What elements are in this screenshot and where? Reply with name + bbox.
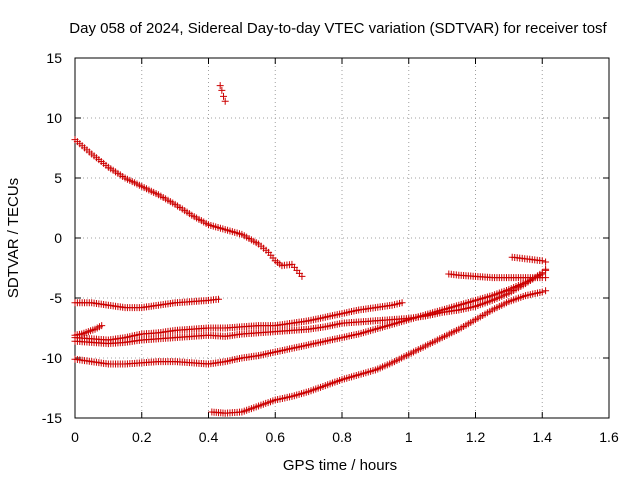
y-tick-label: 15 — [46, 50, 62, 66]
data-point — [542, 266, 550, 274]
data-point — [220, 92, 228, 100]
axis-ticks — [74, 57, 610, 419]
data-point — [98, 322, 106, 330]
x-tick-label: 1.6 — [599, 429, 619, 445]
x-tick-label: 1 — [405, 429, 413, 445]
data-point — [216, 82, 224, 90]
series-arc-9 — [445, 270, 550, 282]
y-axis-label: SDTVAR / TECUs — [5, 178, 22, 298]
series-arc-8 — [208, 287, 550, 417]
x-tick-label: 0.8 — [332, 429, 352, 445]
data-point — [398, 299, 406, 307]
x-tick-label: 0.4 — [199, 429, 219, 445]
series-arc-10 — [508, 253, 550, 266]
y-tick-label: 5 — [54, 170, 62, 186]
series-arc-4 — [71, 322, 106, 339]
data-point — [215, 295, 223, 303]
y-tick-label: 10 — [46, 110, 62, 126]
y-tick-labels: -15 -10 -5 0 5 10 15 — [42, 50, 62, 426]
x-axis-label: GPS time / hours — [283, 457, 397, 474]
series-arc-1 — [71, 136, 306, 280]
series-arc-7 — [71, 266, 550, 368]
data-point — [542, 274, 550, 282]
data-marks — [71, 82, 550, 417]
data-point — [538, 288, 546, 296]
data-point — [538, 257, 546, 265]
data-point — [218, 86, 226, 94]
x-tick-label: 0.6 — [266, 429, 286, 445]
series-arc-2 — [216, 82, 229, 105]
y-tick-label: -15 — [42, 410, 62, 426]
chart-title: Day 058 of 2024, Sidereal Day-to-day VTE… — [69, 20, 607, 37]
x-tick-labels: 0 0.2 0.4 0.6 0.8 1 1.2 1.4 1.6 — [71, 429, 619, 445]
x-tick-label: 1.2 — [466, 429, 486, 445]
y-tick-label: 0 — [54, 230, 62, 246]
x-tick-label: 0 — [71, 429, 79, 445]
x-tick-label: 1.4 — [533, 429, 553, 445]
grid-lines — [75, 58, 609, 418]
y-tick-label: -10 — [42, 350, 62, 366]
y-tick-label: -5 — [50, 290, 63, 306]
x-tick-label: 0.2 — [132, 429, 152, 445]
series-arc-3 — [71, 295, 223, 312]
data-point — [298, 272, 306, 280]
data-point — [221, 97, 229, 105]
data-point — [542, 258, 550, 266]
data-point — [542, 287, 550, 295]
